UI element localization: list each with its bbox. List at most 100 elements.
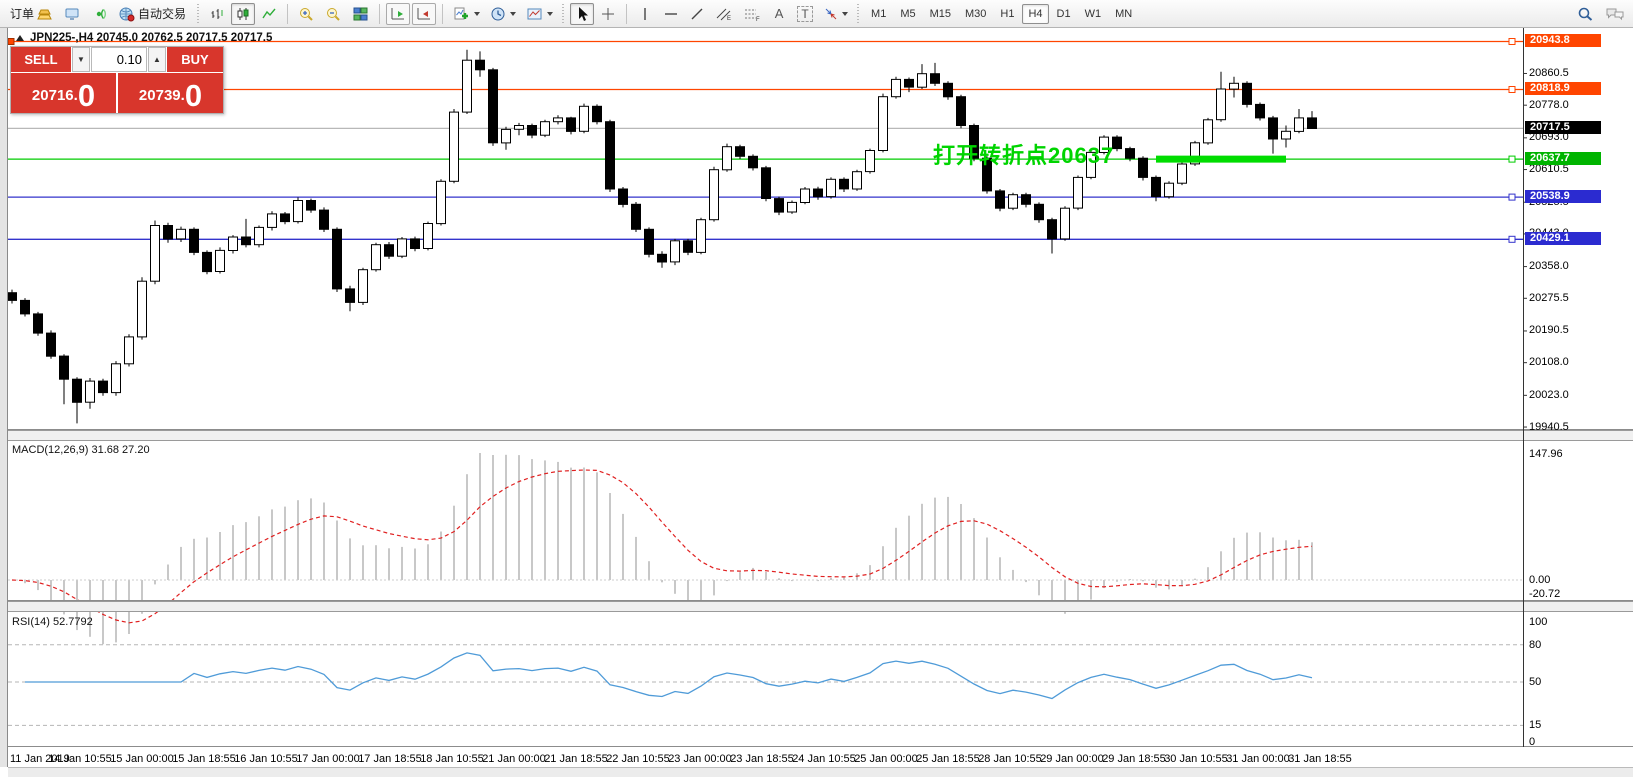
autotrading-button[interactable]: 自动交易	[114, 3, 192, 25]
time-tick-label: 24 Jan 10:55	[792, 753, 856, 765]
time-tick-label: 23 Jan 00:00	[668, 753, 732, 765]
time-tick-label: 29 Jan 00:00	[1040, 753, 1104, 765]
new-order-button[interactable]: 订单	[4, 3, 58, 25]
timeframe-m15-button[interactable]: M15	[929, 7, 951, 20]
macd-axis-zero: 0.00	[1529, 574, 1551, 586]
autotrading-globe-icon	[119, 7, 135, 21]
pane-splitter[interactable]	[8, 430, 1633, 441]
cursor-tool-button[interactable]	[570, 2, 595, 25]
time-tick-label: 25 Jan 00:00	[854, 753, 918, 765]
timeframe-m1-button[interactable]: M1	[871, 7, 887, 20]
text-tool-button[interactable]: A	[767, 3, 791, 25]
timeframe-h4-button[interactable]: H4	[1022, 3, 1049, 24]
price-tick-label: 20860.5	[1529, 67, 1569, 79]
price-tick-label: 20693.0	[1529, 131, 1569, 143]
text-label-tool-button[interactable]: T	[793, 3, 817, 25]
auto-scroll-icon	[391, 7, 405, 19]
tile-windows-button[interactable]	[348, 3, 373, 25]
trendline-tool-button[interactable]	[685, 3, 709, 25]
chart-title: JPN225-,H4 20745.0 20762.5 20717.5 20717…	[30, 32, 273, 44]
rsi-axis-label: 100	[1529, 616, 1548, 628]
chart-shift-button[interactable]	[412, 2, 437, 25]
dropdown-arrow-icon	[842, 11, 849, 16]
time-tick-label: 16 Jan 10:55	[234, 753, 298, 765]
one-click-trading-panel: SELL ▼ ▲ BUY 20716.0 20739.0	[10, 46, 224, 114]
arrows-tool-button[interactable]	[819, 3, 852, 25]
svg-text:F: F	[756, 17, 760, 22]
bar-chart-mode-button[interactable]	[205, 3, 229, 25]
horizontal-line-tool-button[interactable]	[659, 3, 683, 25]
zoom-out-button[interactable]	[321, 3, 346, 25]
rsi-axis-label: 50	[1529, 676, 1542, 688]
time-tick-label: 29 Jan 18:55	[1102, 753, 1166, 765]
buy-price-display[interactable]: 20739. 0	[118, 73, 223, 113]
sell-price-main: 20716.	[31, 87, 78, 104]
time-tick-label: 31 Jan 18:55	[1288, 753, 1352, 765]
signal-icon	[96, 8, 106, 19]
price-tick-label: 20190.5	[1529, 324, 1569, 336]
lot-decrease-button[interactable]: ▼	[72, 47, 90, 72]
rsi-label: RSI(14) 52.7792	[12, 616, 93, 628]
zoom-in-button[interactable]	[294, 3, 319, 25]
time-tick-label: 31 Jan 00:00	[1226, 753, 1290, 765]
search-button[interactable]	[1573, 3, 1599, 25]
time-tick-label: 23 Jan 18:55	[730, 753, 794, 765]
buy-button[interactable]: BUY	[167, 47, 223, 72]
sell-button[interactable]: SELL	[11, 47, 71, 72]
pane-border	[8, 429, 1633, 430]
chart-window: JPN225-,H4 20745.0 20762.5 20717.5 20717…	[8, 28, 1633, 777]
time-tick-label: 21 Jan 18:55	[544, 753, 608, 765]
periods-button[interactable]	[486, 3, 520, 25]
left-dock-edge[interactable]	[0, 28, 8, 767]
vertical-line-tool-button[interactable]	[633, 3, 657, 25]
crosshair-tool-button[interactable]	[596, 3, 620, 25]
timeframe-m5-button[interactable]: M5	[900, 7, 916, 20]
time-tick-label: 22 Jan 10:55	[606, 753, 670, 765]
signals-button[interactable]	[87, 3, 112, 25]
templates-button[interactable]	[522, 3, 557, 25]
line-chart-mode-button[interactable]	[257, 3, 281, 25]
toolbar-separator	[442, 3, 444, 24]
candlestick-mode-button[interactable]	[231, 2, 256, 25]
toolbar-grip[interactable]	[196, 3, 202, 24]
time-axis[interactable]: 11 Jan 2019 14 Jan 10:55 15 Jan 00:00 15 Ja…	[8, 747, 1633, 767]
indicators-add-icon	[454, 7, 469, 19]
equidistant-channel-tool-button[interactable]: E	[711, 3, 737, 25]
dropdown-arrow-icon	[474, 11, 481, 16]
text-label-icon: T	[797, 5, 813, 22]
timeframe-m30-button[interactable]: M30	[965, 7, 987, 20]
timeframe-h1-button[interactable]: H1	[1000, 7, 1015, 20]
sell-price-big-digit: 0	[77, 78, 96, 113]
fibonacci-tool-button[interactable]: F	[739, 3, 765, 25]
fibonacci-icon: F	[745, 9, 760, 22]
timeframe-d1-button[interactable]: D1	[1056, 7, 1071, 20]
lot-size-input[interactable]	[91, 47, 147, 72]
annotation-text[interactable]: 打开转折点20637	[933, 143, 1115, 168]
terminal-icon	[65, 8, 79, 20]
timeframe-w1-button[interactable]: W1	[1084, 7, 1102, 20]
time-tick-label: 30 Jan 10:55	[1164, 753, 1228, 765]
chart-canvas[interactable]	[8, 28, 1633, 777]
price-line-badge: 20429.1	[1525, 232, 1601, 245]
pane-splitter[interactable]	[8, 601, 1633, 612]
channel-icon: E	[716, 8, 731, 22]
timeframe-mn-button[interactable]: MN	[1115, 7, 1133, 20]
time-tick-label: 14 Jan 10:55	[48, 753, 112, 765]
time-tick-label: 15 Jan 18:55	[172, 753, 236, 765]
indicators-button[interactable]	[449, 3, 484, 25]
sell-price-display[interactable]: 20716. 0	[11, 73, 116, 113]
auto-scroll-button[interactable]	[386, 2, 411, 25]
price-tick-label: 19940.5	[1529, 421, 1569, 433]
toolbar-grip[interactable]	[856, 3, 862, 24]
toolbar-grip[interactable]	[561, 3, 567, 24]
clock-icon	[491, 7, 505, 20]
terminal-button[interactable]	[60, 3, 85, 25]
buy-price-big-digit: 0	[184, 78, 203, 113]
rsi-axis-label: 0	[1529, 736, 1536, 748]
chat-button[interactable]	[1601, 3, 1629, 25]
trade-panel-toggle-icon[interactable]	[16, 35, 24, 41]
vertical-line-icon	[644, 7, 646, 20]
svg-text:E: E	[727, 16, 731, 22]
autotrading-label: 自动交易	[138, 7, 187, 21]
lot-increase-button[interactable]: ▲	[148, 47, 166, 72]
